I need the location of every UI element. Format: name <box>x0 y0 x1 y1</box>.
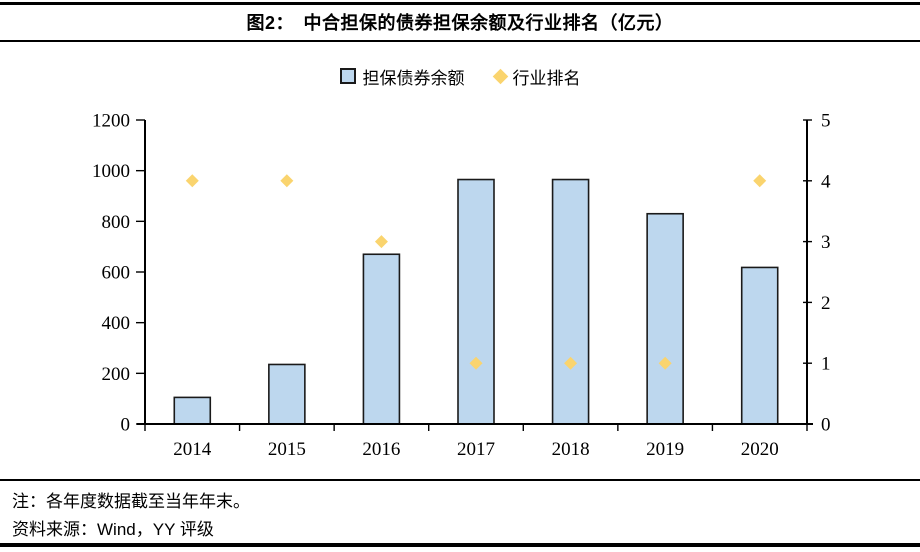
x-axis-category-label: 2015 <box>268 439 306 460</box>
bar-2016 <box>362 253 401 425</box>
rank-marker-2020 <box>753 174 767 188</box>
right-axis-tick-label: 1 <box>821 354 831 375</box>
bar-2019 <box>646 212 684 425</box>
top-rule <box>0 2 920 5</box>
right-axis-tick-label: 4 <box>821 171 831 192</box>
title-divider-rule <box>0 40 920 42</box>
rank-marker-2016 <box>374 235 388 249</box>
x-axis-category-label: 2016 <box>362 439 400 460</box>
left-axis-tick-label: 1200 <box>92 111 130 132</box>
left-axis-tick-label: 1000 <box>92 161 130 182</box>
chart-legend: 担保债券余额 行业排名 <box>0 64 920 89</box>
x-axis-category-label: 2019 <box>646 439 684 460</box>
legend-bar-swatch-icon <box>339 68 356 84</box>
legend-label: 行业排名 <box>512 68 581 89</box>
x-axis-category-label: 2014 <box>173 439 212 460</box>
right-axis-tick-label: 3 <box>821 232 831 253</box>
x-axis-category-label: 2020 <box>741 439 779 460</box>
legend-label: 担保债券余额 <box>362 68 465 89</box>
left-axis-tick-label: 800 <box>102 212 131 233</box>
notes-divider-rule <box>0 479 920 481</box>
left-axis-tick-label: 400 <box>102 313 131 334</box>
rank-marker-2019 <box>658 356 672 370</box>
bottom-rule <box>0 543 920 547</box>
chart-note: 注：各年度数据截至当年年末。 <box>12 492 250 511</box>
left-axis-tick-label: 0 <box>121 415 131 436</box>
bar-2014 <box>173 396 212 425</box>
legend-item-bond-balance: 担保债券余额 <box>339 64 465 89</box>
bar-2018 <box>551 178 590 425</box>
bar-2015 <box>268 363 306 425</box>
right-axis-tick-label: 2 <box>821 293 831 314</box>
rank-marker-2017 <box>469 356 483 370</box>
rank-marker-2018 <box>564 356 578 370</box>
chart-source: 资料来源：Wind，YY 评级 <box>12 520 214 539</box>
x-axis-category-label: 2018 <box>552 439 590 460</box>
bar-2020 <box>740 266 779 425</box>
left-axis-tick-label: 600 <box>102 263 131 284</box>
x-axis-category-label: 2017 <box>457 439 495 460</box>
figure-title: 图2： 中合担保的债券担保余额及行业排名（亿元） <box>246 13 674 33</box>
right-axis-tick-label: 5 <box>821 111 831 132</box>
rank-marker-2014 <box>185 174 199 188</box>
left-axis-tick-label: 200 <box>102 364 131 385</box>
legend-item-industry-rank: 行业排名 <box>492 64 581 89</box>
bar-2017 <box>457 178 495 425</box>
rank-marker-2015 <box>280 174 294 188</box>
right-axis-tick-label: 0 <box>821 415 831 436</box>
